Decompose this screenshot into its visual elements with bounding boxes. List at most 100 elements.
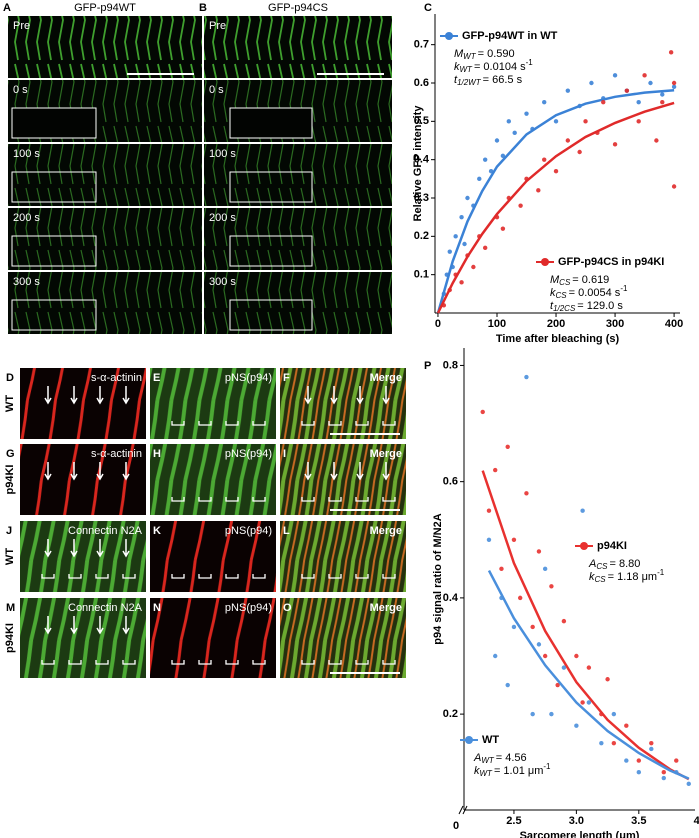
panel-letter: F [283,372,290,384]
param-symbol: t [550,300,554,312]
param-value: = 0.590 [478,48,515,60]
bracket [171,497,185,502]
param-value: = 1.01 μm [494,765,543,777]
x-tick-label: 3.0 [569,815,584,827]
data-point [668,50,674,55]
arrow [382,462,390,481]
micrograph [204,144,392,206]
fit-curve [436,89,675,314]
bracket [355,660,369,665]
data-point [536,642,542,647]
param-subscript: WT [463,52,477,61]
data-point [536,549,542,554]
y-tick-label: 0.2 [443,708,458,720]
bracket [382,421,396,426]
arrow [44,616,52,635]
micrograph [204,272,392,334]
data-point [542,653,548,659]
panel-label: pNS(p94) [225,372,272,384]
frame-label: 300 s [13,276,40,288]
param-value: = 0.0104 s [474,61,526,73]
arrow [70,616,78,635]
data-point [654,138,659,143]
bracket [252,574,266,579]
data-point [574,653,579,659]
frame-label: 300 s [209,276,236,288]
data-point [612,73,618,78]
y-tick-label: 0.7 [414,39,429,51]
panel-label: Merge [370,525,402,537]
row-label: WT [4,548,16,565]
param-symbol: k [474,765,480,777]
data-point [671,84,677,90]
x-tick-label: 300 [606,318,624,330]
data-point [486,508,492,513]
data-point [549,711,554,717]
panel-label: Connectin N2A [68,602,143,614]
data-point [542,99,547,105]
bracket [382,660,396,665]
fit-parameter: kWT = 1.01 μm-1 [474,762,551,778]
arrow [44,539,52,558]
param-symbol: t [454,74,458,86]
bleach-region [229,235,313,267]
x-tick-label: 100 [488,318,506,330]
data-point [671,80,677,86]
panel-label: pNS(p94) [225,602,272,614]
bracket [225,421,239,426]
bracket [328,574,342,579]
panel-label: Merge [370,372,402,384]
param-subscript: 1/2CS [553,304,576,313]
data-point [586,665,592,670]
arrow [122,616,130,635]
data-point [482,245,488,251]
micrograph [150,444,276,515]
data-point [477,176,482,182]
micrograph [280,521,406,592]
data-point [524,374,529,380]
frame-label: Pre [209,20,226,32]
param-subscript: WT [481,756,495,765]
micrograph [20,368,146,439]
micrograph [20,521,146,592]
data-point [589,80,594,86]
data-point [555,682,560,688]
arrow [122,539,130,558]
fit-parameter: kCS = 0.0054 s-1 [550,284,628,300]
y-axis-label: Relative GFP intensity [412,105,424,222]
frame-label: 0 s [209,84,224,96]
data-point [580,700,585,705]
bracket [41,660,55,665]
bracket [198,574,212,579]
data-point [611,740,617,746]
legend-label: GFP-p94WT in WT [462,30,558,42]
param-value: = 129.0 s [577,300,623,312]
arrow [70,386,78,405]
data-point [465,195,470,201]
fit-parameter: t1/2WT = 66.5 s [454,74,523,87]
micrograph [280,368,406,439]
fit-parameter: ACS = 8.80 [588,558,640,571]
data-point [565,88,571,93]
fit-parameter: MWT = 0.590 [454,48,515,61]
micrograph [8,272,202,334]
data-point [686,781,691,787]
arrow [356,386,364,405]
arrow [304,462,312,481]
param-value: = 8.80 [609,558,640,570]
bracket [355,574,369,579]
panel-letter: D [6,372,14,384]
bracket [171,421,185,426]
micrograph [8,208,202,270]
data-point [605,677,610,682]
param-symbol: k [550,287,556,299]
arrow [70,462,78,481]
micrograph [8,16,202,78]
arrow [356,462,364,481]
arrow [44,462,52,481]
axis-break [458,805,468,815]
data-point [499,566,504,572]
frame-label: 100 s [209,148,236,160]
x-tick-label: 4.0 [694,815,699,827]
data-point [661,775,666,781]
